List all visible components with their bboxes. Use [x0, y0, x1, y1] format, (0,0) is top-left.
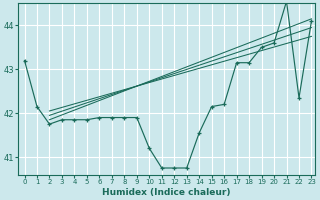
- X-axis label: Humidex (Indice chaleur): Humidex (Indice chaleur): [102, 188, 231, 197]
